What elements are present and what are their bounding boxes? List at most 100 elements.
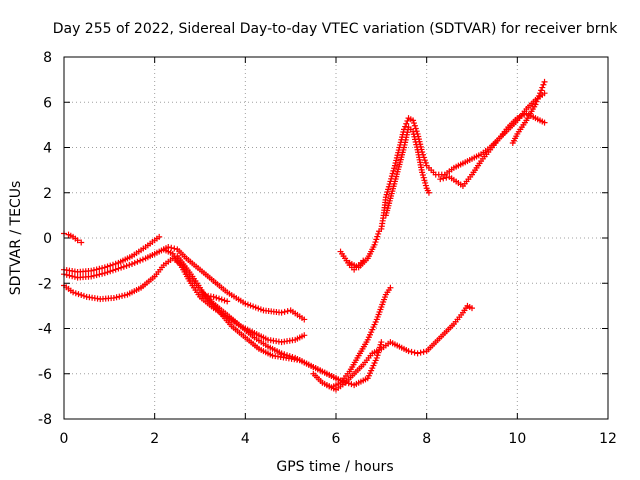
data-point: [382, 194, 389, 201]
data-point: [532, 101, 539, 108]
y-tick-label: -8: [38, 412, 52, 428]
data-point: [137, 257, 144, 264]
x-tick-label: 0: [60, 431, 69, 447]
series-arc-6: [174, 253, 385, 389]
y-tick-label: 2: [43, 186, 52, 202]
data-point: [284, 308, 291, 315]
data-point: [104, 269, 111, 276]
x-tick-label: 4: [241, 431, 250, 447]
data-point: [541, 78, 548, 85]
data-point: [421, 177, 428, 184]
data-point: [420, 174, 427, 181]
data-point: [384, 188, 391, 195]
data-point: [131, 259, 138, 266]
data-point: [70, 289, 77, 296]
series-arc-13: [382, 124, 432, 219]
data-point: [72, 290, 79, 297]
data-point: [213, 294, 220, 301]
data-point: [119, 292, 126, 299]
data-point: [440, 175, 447, 182]
data-point: [221, 297, 228, 304]
data-point: [123, 262, 130, 269]
data-point: [112, 266, 119, 273]
data-point: [80, 292, 87, 299]
data-point: [301, 316, 308, 323]
data-point: [372, 239, 379, 246]
data-point: [437, 176, 444, 183]
data-series: [61, 78, 548, 393]
data-point: [373, 236, 380, 243]
data-point: [377, 341, 384, 348]
y-tick-label: 8: [43, 50, 52, 66]
data-point: [422, 179, 429, 186]
data-point: [284, 352, 291, 359]
data-point: [116, 293, 123, 300]
data-point: [422, 182, 429, 189]
data-point: [390, 167, 397, 174]
y-tick-label: -6: [38, 367, 52, 383]
data-point: [216, 295, 223, 302]
data-point: [443, 174, 450, 181]
data-point: [99, 270, 106, 277]
y-tick-label: 6: [43, 95, 52, 111]
data-point: [414, 350, 421, 357]
data-point: [278, 350, 285, 357]
series-arc-9: [323, 302, 475, 393]
data-point: [224, 298, 231, 305]
data-point: [404, 117, 411, 124]
data-point: [389, 170, 396, 177]
data-point: [387, 284, 394, 291]
data-point: [120, 263, 127, 270]
data-point: [540, 81, 547, 88]
data-point: [110, 294, 117, 301]
data-point: [410, 117, 417, 124]
data-point: [539, 84, 546, 91]
data-point: [63, 271, 70, 278]
data-point: [378, 339, 385, 346]
data-point: [113, 294, 120, 301]
series-arc-1: [61, 230, 85, 246]
data-point: [535, 93, 542, 100]
data-point: [93, 272, 100, 279]
series-arc-7: [197, 291, 231, 305]
data-point: [408, 348, 415, 355]
data-point: [109, 261, 116, 268]
data-point: [88, 273, 95, 280]
data-point: [78, 292, 85, 299]
data-point: [101, 270, 108, 277]
data-point: [168, 244, 175, 251]
data-point: [385, 186, 392, 193]
data-point: [156, 233, 163, 240]
data-point: [69, 273, 76, 280]
series-arc-14: [437, 110, 548, 189]
y-tick-label: 0: [43, 231, 52, 247]
data-point: [129, 261, 135, 268]
data-point: [541, 119, 548, 126]
y-tick-label: -4: [38, 322, 52, 338]
y-tick-labels: -8 -6 -4 -2 0 2 4 6 8: [38, 50, 52, 428]
data-point: [534, 95, 541, 102]
data-point: [121, 292, 128, 299]
data-point: [109, 267, 116, 274]
data-point: [218, 296, 225, 303]
series-arc-11: [346, 228, 383, 271]
data-point: [410, 120, 417, 127]
y-tick-label: 4: [43, 141, 52, 157]
y-tick-label: -2: [38, 276, 52, 292]
data-point: [210, 293, 217, 300]
data-point: [422, 159, 429, 166]
data-point: [90, 272, 97, 279]
x-tick-label: 10: [508, 431, 526, 447]
data-point: [101, 264, 108, 271]
data-point: [134, 258, 141, 265]
x-tick-label: 2: [150, 431, 159, 447]
data-point: [66, 272, 73, 279]
data-point: [171, 245, 178, 252]
data-point: [412, 125, 419, 132]
data-point: [118, 264, 125, 271]
data-point: [419, 169, 426, 176]
data-point: [107, 268, 114, 275]
data-point: [420, 348, 427, 355]
